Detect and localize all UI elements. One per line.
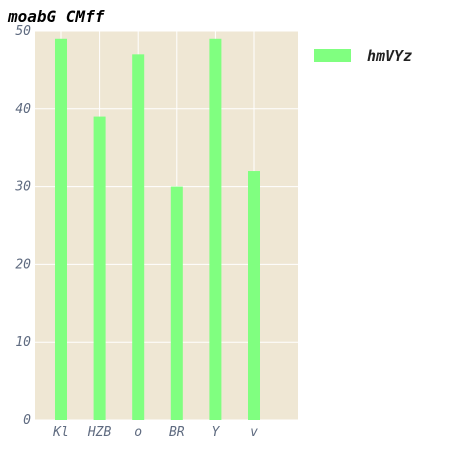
x-tick-label: HZB <box>87 425 112 440</box>
bar <box>93 116 106 420</box>
y-tick-label: 30 <box>14 180 31 195</box>
legend: hmVYz <box>314 47 412 65</box>
bar <box>209 38 222 420</box>
y-tick-label: 50 <box>15 24 31 39</box>
x-tick-label: BR <box>169 425 185 440</box>
y-tick-label: 10 <box>15 335 31 350</box>
chart-title: moabG CMff <box>7 7 105 26</box>
y-axis-ticks: 0 10 20 30 40 50 <box>14 24 31 428</box>
y-tick-label: 40 <box>15 102 31 117</box>
bars <box>55 38 260 421</box>
y-tick-label: 20 <box>15 257 31 272</box>
legend-label: hmVYz <box>367 47 412 65</box>
bar <box>170 186 183 420</box>
x-tick-label: v <box>250 425 258 440</box>
x-tick-label: Y <box>211 425 220 440</box>
legend-swatch <box>314 49 351 62</box>
bar <box>55 38 67 420</box>
bar <box>132 54 145 421</box>
y-tick-label: 0 <box>23 413 31 428</box>
bar <box>248 171 260 420</box>
x-tick-label: Kl <box>52 425 69 440</box>
x-tick-label: o <box>134 425 142 440</box>
